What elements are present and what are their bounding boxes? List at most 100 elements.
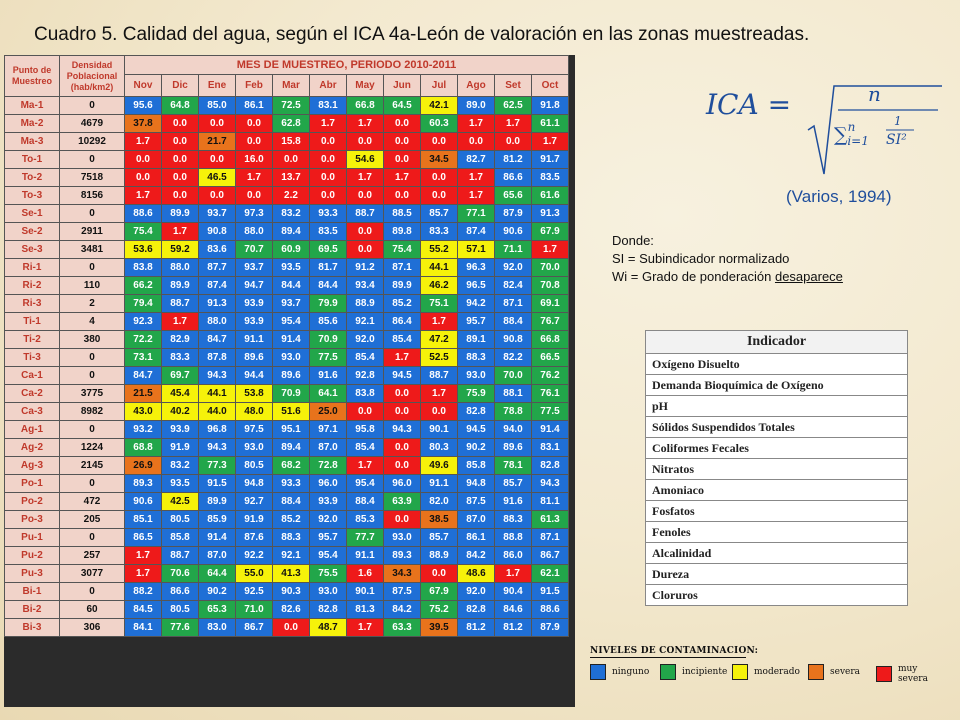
ica-value-cell: 77.7 [346,528,384,547]
ica-value-cell: 91.1 [346,546,384,565]
station-code: Ri-1 [4,258,60,277]
station-code: To-2 [4,168,60,187]
density-cell: 3077 [59,564,125,583]
sum-sub: i=1 [847,134,869,148]
legend-label: muy severa [897,664,928,684]
formula-citation: (Varios, 1994) [786,187,892,206]
ica-value-cell: 0.0 [161,132,199,151]
ica-value-cell: 72.8 [309,456,347,475]
ica-value-cell: 1.7 [124,564,162,583]
month-header: Dic [161,74,199,97]
ica-value-cell: 97.1 [309,420,347,439]
ica-value-cell: 0.0 [383,186,421,205]
ica-value-cell: 85.2 [272,510,310,529]
table-row: Ag-1 0 93.2 93.9 96.8 97.5 95.1 97.1 95.8 94.3 90.… [4,420,569,439]
formula-frac-bot: SI² [886,132,907,148]
station-code: Ma-2 [4,114,60,133]
month-header: Mar [272,74,310,97]
ica-value-cell: 92.1 [272,546,310,565]
ica-value-cell: 1.6 [346,564,384,583]
ica-value-cell: 89.6 [272,366,310,385]
ica-value-cell: 87.5 [383,582,421,601]
ica-value-cell: 65.6 [494,186,532,205]
table-row: To-1 0 0.0 0.0 0.0 16.0 0.0 0.0 54.6 0.0 34.5 82.7 8… [4,150,569,169]
ica-value-cell: 88.2 [124,582,162,601]
ica-value-cell: 41.3 [272,564,310,583]
ica-value-cell: 77.3 [198,456,236,475]
ica-value-cell: 86.6 [494,168,532,187]
table-row: Po-3 205 85.1 80.5 85.9 91.9 85.2 92.0 85.3 0.0 38… [4,510,569,529]
month-header: Abr [309,74,347,97]
ica-value-cell: 0.0 [420,168,458,187]
ica-value-cell: 0.0 [272,150,310,169]
ica-value-cell: 85.8 [457,456,495,475]
ica-value-cell: 93.5 [161,474,199,493]
ica-value-cell: 64.4 [198,564,236,583]
indicador-item: Nitratos [645,458,908,480]
ica-value-cell: 70.7 [235,240,273,259]
ica-value-cell: 71.0 [235,600,273,619]
table-row: Se-1 0 88.6 89.9 93.7 97.3 83.2 93.3 88.7 88.5 85.… [4,204,569,223]
ica-value-cell: 87.1 [531,528,569,547]
station-code: Bi-2 [4,600,60,619]
ica-value-cell: 94.7 [235,276,273,295]
ica-value-cell: 91.1 [235,330,273,349]
ica-value-cell: 61.3 [531,510,569,529]
ica-value-cell: 42.5 [161,492,199,511]
ica-value-cell: 0.0 [383,402,421,421]
ica-value-cell: 60.9 [272,240,310,259]
ica-value-cell: 85.8 [161,528,199,547]
ica-value-cell: 88.0 [198,312,236,331]
ica-value-cell: 88.8 [494,528,532,547]
ica-value-cell: 64.1 [309,384,347,403]
ica-value-cell: 43.0 [124,402,162,421]
ica-value-cell: 88.3 [494,510,532,529]
density-cell: 60 [59,600,125,619]
ica-value-cell: 57.1 [457,240,495,259]
ica-value-cell: 70.8 [531,276,569,295]
ica-value-cell: 1.7 [346,168,384,187]
ica-value-cell: 0.0 [420,402,458,421]
ica-value-cell: 82.2 [494,348,532,367]
ica-value-cell: 77.6 [161,618,199,637]
ica-value-cell: 82.8 [531,456,569,475]
table-row: Ti-3 0 73.1 83.3 87.8 89.6 93.0 77.5 85.4 1.7 52.5… [4,348,569,367]
ica-value-cell: 93.5 [272,258,310,277]
ica-value-cell: 0.0 [309,150,347,169]
donde-line2: SI = Subindicador normalizado [612,251,790,266]
ica-value-cell: 87.1 [494,294,532,313]
ica-value-cell: 91.6 [494,492,532,511]
ica-value-cell: 1.7 [124,546,162,565]
ica-value-cell: 64.8 [161,96,199,115]
legend-label: moderado [754,667,800,677]
ica-value-cell: 82.0 [420,492,458,511]
ica-value-cell: 85.4 [346,348,384,367]
ica-value-cell: 1.7 [457,168,495,187]
donde-line3-prefix: Wi = Grado de ponderación [612,269,775,284]
ica-value-cell: 92.0 [346,330,384,349]
formula-lhs: ICA = [706,88,792,121]
legend-label: ninguno [612,667,650,677]
table-row: Pu-1 0 86.5 85.8 91.4 87.6 88.3 95.7 77.7 93.0 85.… [4,528,569,547]
ica-value-cell: 87.7 [198,258,236,277]
ica-value-cell: 92.0 [457,582,495,601]
ica-value-cell: 0.0 [309,186,347,205]
ica-value-cell: 72.5 [272,96,310,115]
ica-value-cell: 67.9 [420,582,458,601]
ica-value-cell: 89.1 [457,330,495,349]
ica-value-cell: 64.5 [383,96,421,115]
ica-value-cell: 93.3 [309,204,347,223]
donde-notes: Donde: SI = Subindicador normalizado Wi … [612,232,843,286]
ica-value-cell: 88.7 [420,366,458,385]
ica-value-cell: 84.1 [124,618,162,637]
density-cell: 0 [59,204,125,223]
ica-value-cell: 1.7 [494,564,532,583]
ica-value-cell: 90.8 [494,330,532,349]
ica-value-cell: 48.7 [309,618,347,637]
table-row: Ti-2 380 72.2 82.9 84.7 91.1 91.4 70.9 92.0 85.4 4… [4,330,569,349]
ica-value-cell: 93.3 [272,474,310,493]
ica-value-cell: 15.8 [272,132,310,151]
ica-value-cell: 83.8 [124,258,162,277]
ica-value-cell: 13.7 [272,168,310,187]
ica-value-cell: 0.0 [383,384,421,403]
